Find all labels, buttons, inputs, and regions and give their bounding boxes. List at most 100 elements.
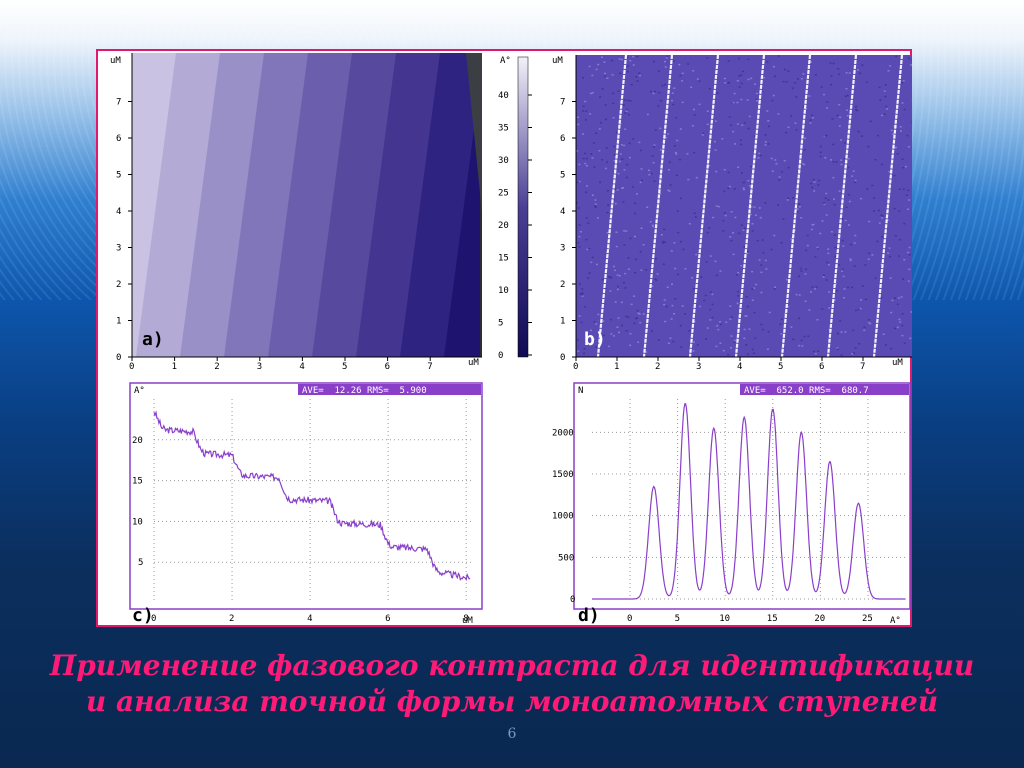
noise-speck: [706, 123, 709, 126]
noise-speck: [664, 66, 667, 68]
noise-speck: [747, 353, 750, 355]
panel-c-plot-frame: [129, 382, 483, 610]
slide-caption: Применение фазового контраста для иденти…: [0, 648, 1024, 720]
noise-speck: [635, 76, 638, 78]
noise-speck: [620, 58, 623, 61]
noise-speck: [814, 352, 817, 355]
noise-speck: [591, 256, 594, 259]
noise-speck: [709, 255, 712, 257]
noise-speck: [651, 172, 653, 175]
noise-speck: [626, 108, 629, 111]
noise-speck: [815, 286, 818, 288]
noise-speck: [810, 291, 812, 293]
noise-speck: [847, 194, 850, 196]
noise-speck: [896, 326, 899, 329]
noise-speck: [585, 238, 588, 241]
noise-speck: [673, 87, 676, 89]
noise-speck: [623, 244, 626, 246]
noise-speck: [706, 327, 709, 329]
noise-speck: [602, 334, 605, 337]
noise-speck: [740, 74, 743, 76]
terrace-band: [400, 53, 482, 357]
colorbar-unit: A°: [500, 56, 511, 66]
noise-speck: [754, 337, 757, 339]
noise-speck: [639, 149, 642, 152]
noise-speck: [835, 289, 838, 292]
panel-c-stats: AVE= 12.26 RMS= 5.900: [302, 386, 427, 396]
noise-speck: [610, 318, 612, 321]
noise-speck: [838, 264, 841, 266]
noise-speck: [616, 189, 619, 191]
noise-speck: [648, 173, 651, 176]
noise-speck: [888, 171, 891, 173]
noise-speck: [854, 234, 857, 237]
noise-speck: [609, 290, 612, 292]
noise-speck: [829, 62, 832, 64]
panel-b-y-tick-label: 7: [560, 98, 565, 108]
page-number: 6: [507, 726, 517, 742]
noise-speck: [773, 288, 776, 290]
noise-speck: [890, 129, 893, 132]
noise-speck: [748, 115, 751, 118]
noise-speck: [886, 219, 889, 221]
panel-a-y-tick-label: 0: [116, 353, 121, 363]
noise-speck: [727, 354, 730, 356]
noise-speck: [593, 166, 596, 168]
noise-speck: [738, 86, 741, 88]
noise-speck: [607, 233, 610, 235]
noise-speck: [716, 92, 719, 94]
noise-speck: [797, 317, 800, 320]
noise-speck: [740, 143, 743, 146]
step-edge-line: [688, 55, 720, 357]
noise-speck: [680, 240, 683, 243]
panel-a-unit-right: uM: [468, 358, 479, 368]
noise-speck: [604, 167, 607, 170]
noise-speck: [760, 291, 763, 294]
noise-speck: [894, 327, 897, 330]
panel-a-y-tick-label: 6: [116, 134, 121, 144]
noise-speck: [714, 260, 717, 263]
terrace-band: [180, 53, 266, 357]
noise-speck: [817, 184, 820, 186]
noise-speck: [816, 319, 819, 321]
noise-speck: [906, 208, 909, 210]
noise-speck: [619, 153, 622, 155]
panel-d-ylabel: N: [578, 386, 583, 396]
noise-speck: [836, 347, 839, 349]
noise-speck: [871, 254, 874, 256]
noise-speck: [869, 322, 872, 325]
noise-speck: [587, 277, 590, 279]
noise-speck: [625, 315, 628, 318]
noise-speck: [705, 338, 707, 340]
panel-a-y-tick-label: 4: [116, 207, 121, 217]
noise-speck: [598, 150, 601, 152]
noise-speck: [642, 244, 645, 246]
noise-speck: [809, 122, 812, 124]
noise-speck: [761, 328, 764, 331]
noise-speck: [714, 149, 717, 151]
noise-speck: [745, 344, 748, 346]
noise-speck: [794, 122, 797, 124]
noise-speck: [706, 231, 709, 234]
noise-speck: [785, 81, 788, 83]
noise-speck: [760, 264, 763, 266]
noise-speck: [678, 63, 681, 66]
noise-speck: [736, 80, 739, 82]
noise-speck: [902, 278, 905, 280]
noise-speck: [830, 83, 833, 86]
noise-speck: [638, 72, 641, 74]
noise-speck: [622, 104, 625, 106]
panel-a-y-tick-label: 7: [116, 98, 121, 108]
noise-speck: [719, 323, 722, 326]
noise-speck: [800, 217, 803, 219]
noise-speck: [665, 305, 668, 308]
noise-speck: [754, 214, 757, 216]
noise-speck: [846, 115, 849, 117]
noise-speck: [606, 77, 609, 79]
noise-speck: [629, 332, 632, 335]
noise-speck: [891, 299, 894, 302]
noise-speck: [591, 194, 594, 196]
noise-speck: [743, 188, 745, 191]
noise-speck: [711, 316, 714, 319]
